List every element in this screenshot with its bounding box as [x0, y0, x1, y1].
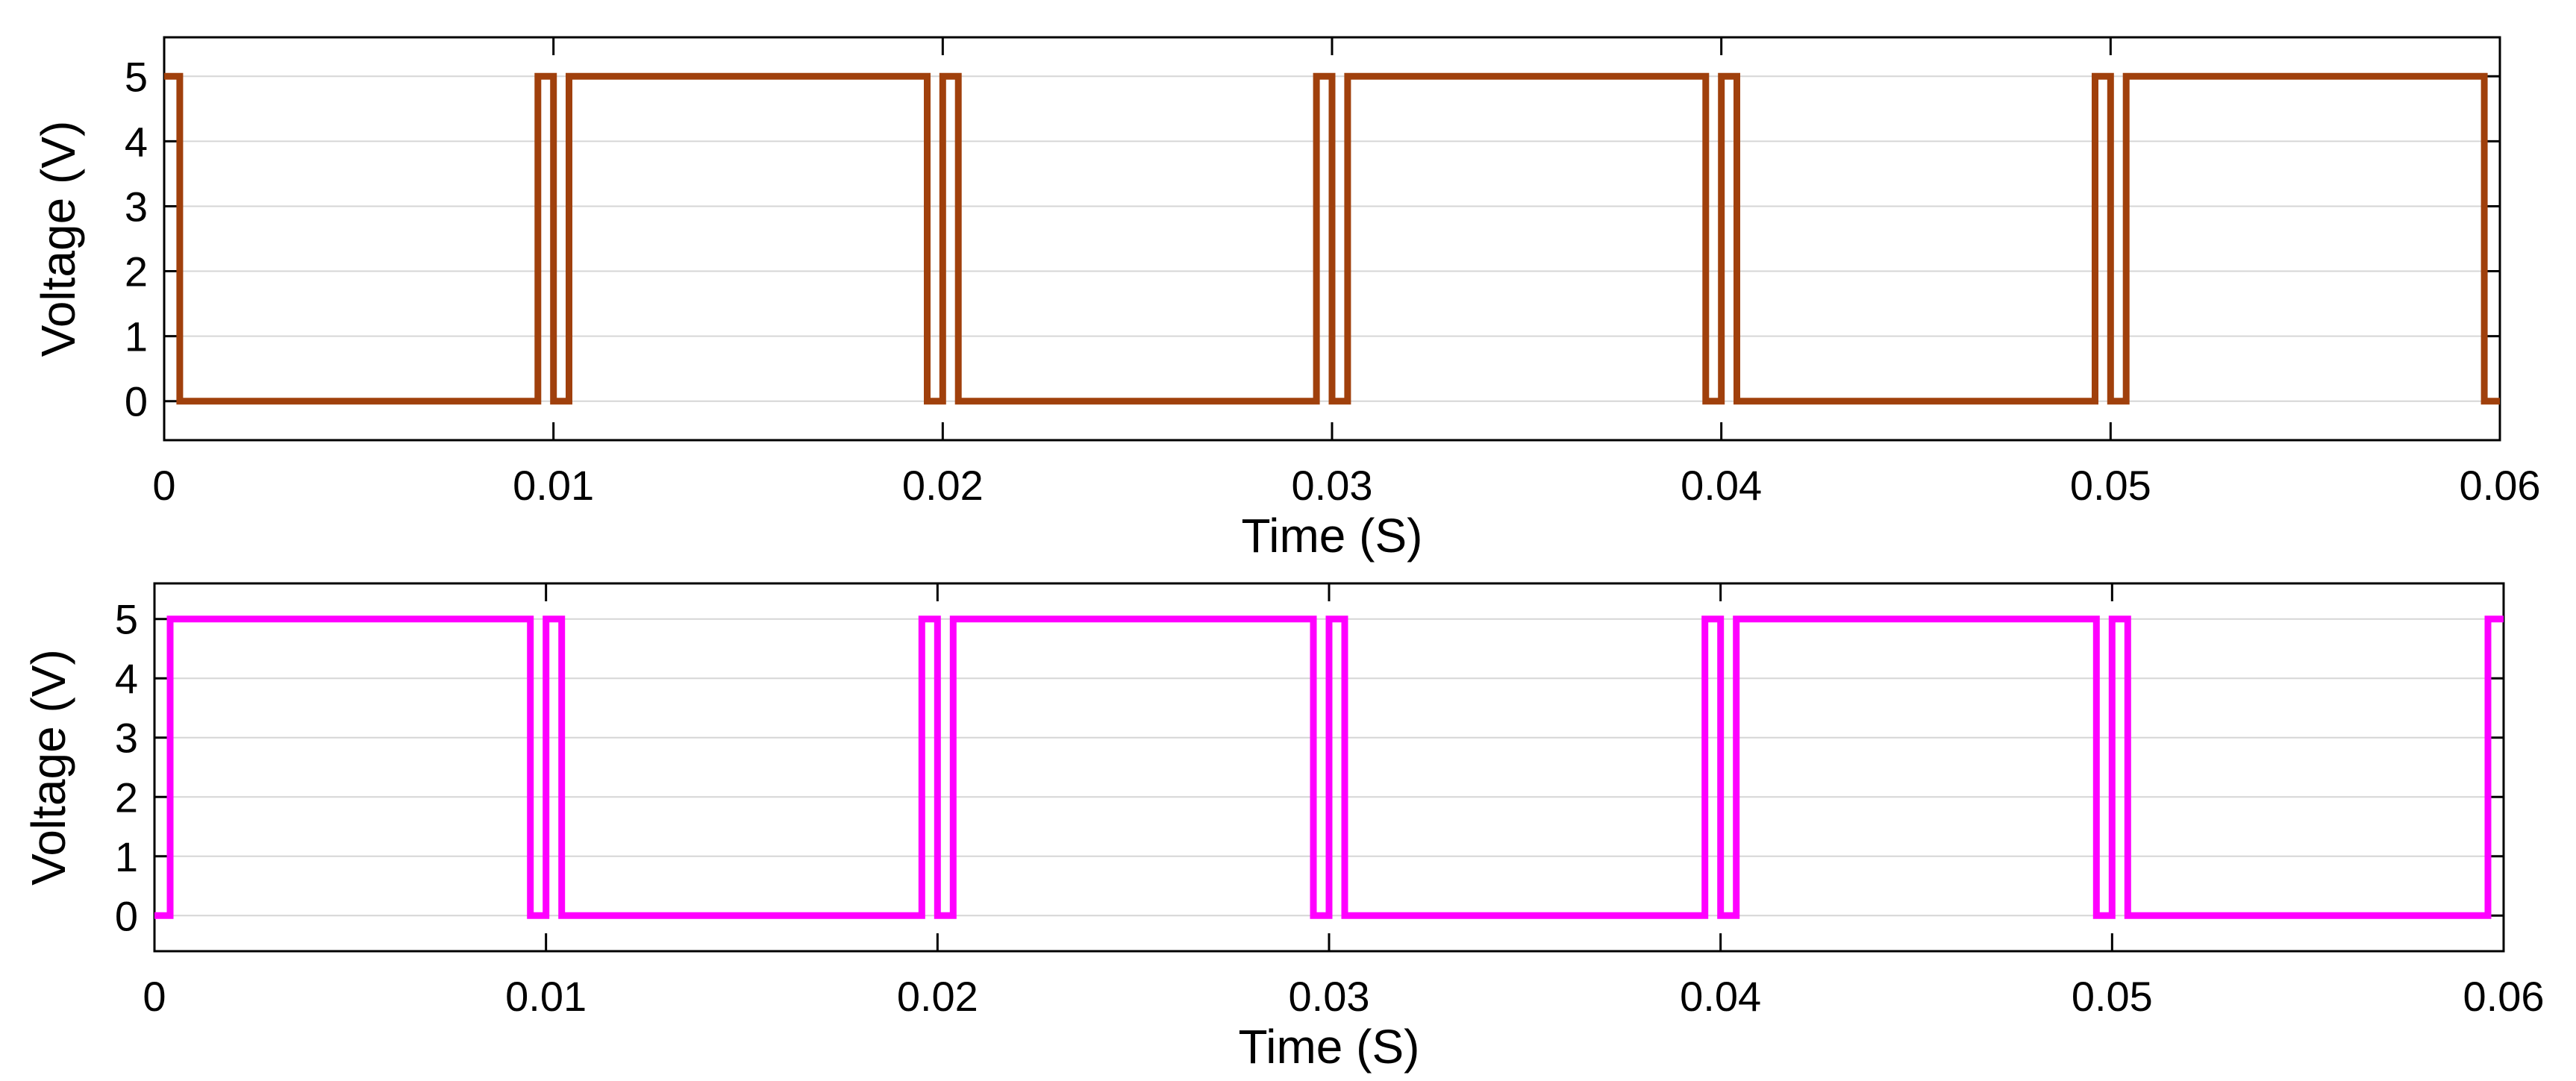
- x-axis-label: Time (S): [1242, 509, 1423, 563]
- y-tick-label: 5: [125, 53, 148, 100]
- x-tick-label: 0: [152, 462, 175, 509]
- x-tick-label: 0.05: [2070, 462, 2151, 509]
- y-tick-label: 1: [115, 833, 138, 880]
- y-axis-label: Voltage (V): [31, 121, 85, 357]
- x-tick-label: 0.03: [1289, 973, 1370, 1020]
- x-tick-label: 0.01: [513, 462, 594, 509]
- y-axis-label: Voltage (V): [22, 649, 75, 886]
- x-tick-label: 0.06: [2460, 462, 2541, 509]
- x-tick-label: 0.04: [1681, 462, 1762, 509]
- y-tick-label: 4: [115, 655, 138, 702]
- x-tick-label: 0.05: [2072, 973, 2153, 1020]
- x-tick-label: 0: [143, 973, 166, 1020]
- x-tick-label: 0.03: [1292, 462, 1373, 509]
- x-tick-label: 0.06: [2463, 973, 2545, 1020]
- x-tick-label: 0.04: [1680, 973, 1761, 1020]
- x-tick-label: 0.02: [902, 462, 984, 509]
- y-tick-label: 5: [115, 596, 138, 643]
- voltage-waveform-line-0: [164, 72, 2500, 405]
- y-tick-label: 0: [115, 892, 138, 939]
- y-tick-label: 0: [125, 378, 148, 425]
- y-tick-label: 3: [115, 715, 138, 762]
- x-tick-label: 0.02: [897, 973, 978, 1020]
- bottom-voltage-chart: 0 0.01 0.02 0.03 0.04 0.05 0.06 0 1 2 3 4 5 Time (S) V…: [22, 582, 2545, 1074]
- y-tick-label: 1: [125, 313, 148, 360]
- y-tick-label: 2: [115, 774, 138, 821]
- x-tick-label: 0.01: [505, 973, 587, 1020]
- x-axis-label: Time (S): [1239, 1020, 1420, 1074]
- y-tick-label: 4: [125, 118, 148, 165]
- y-tick-label: 3: [125, 183, 148, 230]
- voltage-waveform-line-0: [154, 615, 2504, 919]
- top-voltage-chart: 0 0.01 0.02 0.03 0.04 0.05 0.06 0 1 2 3 4 5 Time (S) V…: [31, 36, 2541, 563]
- y-tick-label: 2: [125, 248, 148, 295]
